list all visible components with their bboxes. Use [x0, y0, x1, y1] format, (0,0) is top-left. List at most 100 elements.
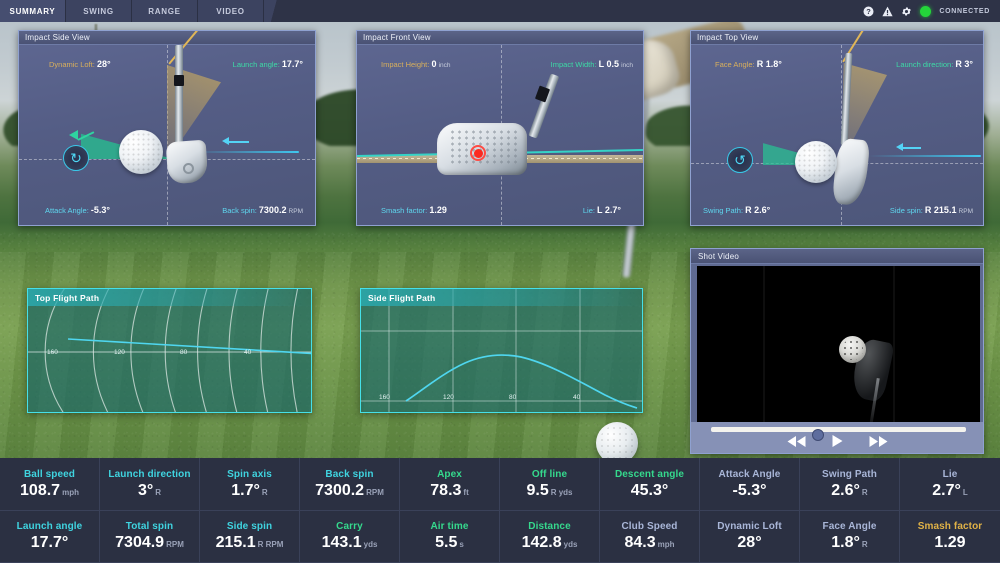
stat-label: Side spin [226, 521, 273, 532]
panel-impact-side-view-header: Impact Side View [19, 31, 315, 45]
panel-shot-video: Shot Video [690, 248, 984, 454]
stat-cell: Side spin 215.1 R RPM [200, 511, 300, 563]
top-view-sidespin-arrowhead [896, 143, 903, 151]
stat-label: Club Speed [621, 521, 678, 532]
front-view-impact-height-label: Impact Height: [381, 60, 430, 69]
stat-value-row: 215.1 R RPM [216, 534, 284, 552]
play-icon[interactable] [832, 435, 843, 447]
front-view-smash-factor-value: 1.29 [429, 205, 447, 215]
side-view-attack-angle-readout: Attack Angle: -5.3° [45, 205, 110, 215]
stat-unit: R [261, 487, 268, 497]
stat-value-row: 1.7° R [231, 482, 267, 500]
stat-cell: Club Speed 84.3 mph [600, 511, 700, 563]
front-view-impact-height-value: 0 [431, 59, 437, 69]
stat-cell: Dynamic Loft 28° [700, 511, 800, 563]
stat-cell: Apex 78.3 ft [400, 458, 500, 511]
stat-label: Off line [531, 468, 568, 480]
panel-impact-front-view-header: Impact Front View [357, 31, 643, 45]
stat-cell: Carry 143.1 yds [300, 511, 400, 563]
side-view-attack-arrowhead [222, 137, 229, 145]
shot-video-frame[interactable] [697, 266, 980, 424]
stat-label: Air time [430, 521, 469, 532]
stat-label: Smash factor [917, 521, 983, 532]
top-view-launch-direction-readout: Launch direction: R 3° [896, 59, 973, 69]
panel-impact-top-view-title: Impact Top View [697, 33, 759, 42]
tab-bar-slant [264, 0, 286, 22]
stat-cell: Launch angle 17.7° [0, 511, 100, 563]
top-view-club-head [831, 137, 871, 207]
stat-value-row: 1.29 [934, 534, 965, 552]
side-view-attack-angle-label: Attack Angle: [45, 206, 89, 215]
side-view-attack-arrow [225, 141, 249, 143]
front-view-smash-factor-label: Smash factor: [381, 206, 428, 215]
top-flight-path-title: Top Flight Path [35, 292, 100, 303]
front-view-impact-point [474, 149, 483, 158]
connection-status-label: CONNECTED [939, 7, 990, 15]
tab-swing[interactable]: SWING [66, 0, 132, 22]
shot-video-header: Shot Video [691, 249, 983, 264]
panel-impact-side-view-body: ↻ Dynamic Loft: 28° Launch angle: 17.7° … [19, 31, 315, 225]
stat-label: Distance [528, 521, 571, 532]
side-view-dynamic-loft-readout: Dynamic Loft: 28° [49, 59, 111, 69]
stat-unit: R [155, 487, 162, 497]
stat-value: 84.3 [624, 534, 656, 551]
stat-cell: Air time 5.5 s [400, 511, 500, 563]
stat-value-row: 108.7 mph [20, 482, 79, 500]
panel-impact-front-view-title: Impact Front View [363, 33, 431, 42]
video-seek-bar[interactable] [711, 427, 966, 441]
stat-unit: R yds [550, 487, 573, 497]
stat-value: 143.1 [321, 534, 362, 551]
stat-cell: Attack Angle -5.3° [700, 458, 800, 511]
top-view-face-angle-label: Face Angle: [715, 60, 755, 69]
stat-cell: Back spin 7300.2 RPM [300, 458, 400, 511]
stat-value: 78.3 [430, 481, 462, 499]
stat-label: Carry [336, 521, 363, 532]
status-bar: ? CONNECTED [863, 0, 1000, 22]
stat-value: 28° [737, 534, 762, 551]
top-flight-path-plot: 160 120 80 40 [28, 289, 311, 412]
side-view-launch-arrowhead [69, 130, 78, 140]
tab-range[interactable]: RANGE [132, 0, 198, 22]
tab-video-label: VIDEO [216, 6, 245, 16]
stat-value-row: 142.8 yds [522, 534, 578, 552]
stat-unit: R RPM [257, 540, 284, 549]
top-chart-tick-160: 160 [47, 349, 58, 356]
stat-value-row: 9.5 R yds [526, 482, 572, 500]
gear-icon[interactable] [901, 6, 912, 17]
tab-swing-label: SWING [83, 6, 114, 16]
video-seek-handle[interactable] [812, 428, 825, 441]
stat-value: 45.3° [630, 481, 669, 499]
side-view-back-spin-value: 7300.2 [258, 205, 287, 215]
front-view-impact-width-readout: Impact Width: L 0.5 inch [551, 59, 633, 69]
warning-triangle-icon[interactable] [882, 6, 893, 17]
top-flight-path-title-bar: Top Flight Path [28, 289, 311, 306]
panel-impact-front-view-body: Impact Height: 0 inch Impact Width: L 0.… [357, 45, 643, 225]
front-view-impact-ring [470, 145, 486, 161]
stat-unit: R [861, 540, 868, 549]
fast-forward-icon[interactable] [869, 435, 888, 447]
stat-value: 215.1 [215, 534, 256, 551]
side-view-club-head [165, 139, 209, 185]
side-view-launch-angle-value: 17.7° [281, 59, 303, 69]
stat-unit: R [861, 487, 868, 497]
top-view-swing-path-value: R 2.6° [745, 205, 771, 215]
stat-value: -5.3° [732, 481, 767, 499]
rewind-icon[interactable] [787, 435, 806, 447]
question-mark-icon[interactable]: ? [863, 6, 874, 17]
stat-unit: mph [62, 487, 79, 497]
side-view-launch-angle-readout: Launch angle: 17.7° [233, 59, 303, 69]
tab-range-label: RANGE [148, 6, 181, 16]
stat-unit: s [459, 540, 464, 549]
chart-side-flight-path: 160 120 80 40 Side Flight Path [360, 288, 643, 413]
stat-value: 1.7° [231, 481, 260, 499]
tab-video[interactable]: VIDEO [198, 0, 264, 22]
stat-value: 2.7° [932, 481, 961, 499]
stat-value-row: 143.1 yds [322, 534, 378, 552]
front-view-impact-width-unit: inch [621, 62, 633, 69]
top-view-swing-path-label: Swing Path: [703, 206, 744, 215]
side-view-launch-angle-label: Launch angle: [232, 60, 280, 69]
stat-label: Spin axis [227, 468, 272, 480]
panel-impact-side-view: Impact Side View ↻ [18, 30, 316, 226]
tab-summary[interactable]: SUMMARY [0, 0, 66, 22]
